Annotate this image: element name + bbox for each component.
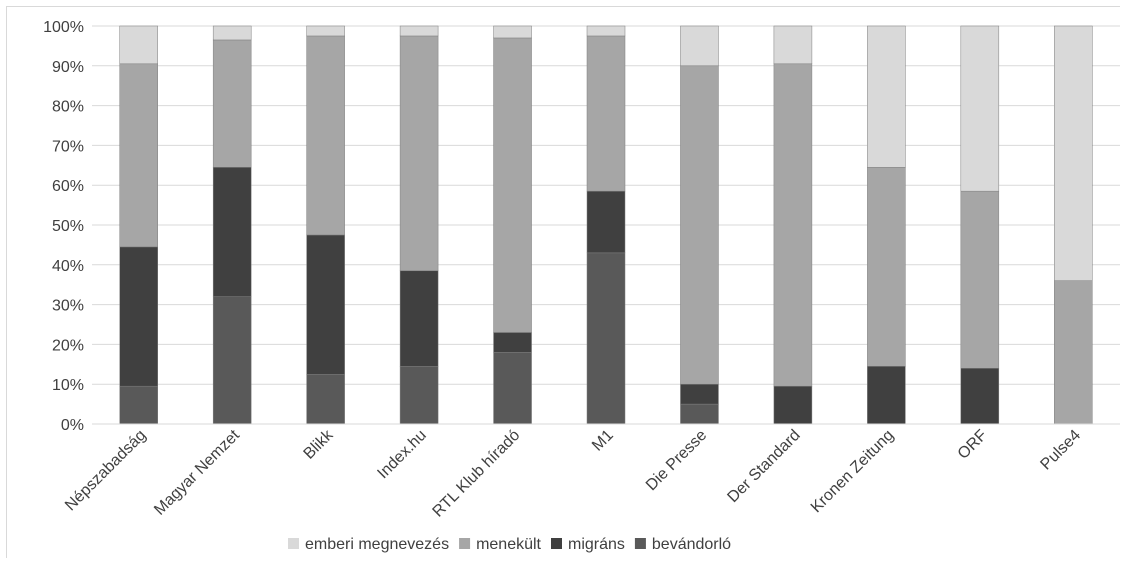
bar-segment [960, 25, 1000, 192]
bar-segment [399, 35, 439, 272]
bar-segment [399, 25, 439, 37]
bar-segment [586, 25, 626, 37]
y-tick-label: 80% [52, 99, 84, 116]
x-tick-label: Pulse4 [1037, 427, 1084, 474]
x-tick-label: RTL Klub híradó [430, 427, 524, 521]
bar-segment [960, 368, 1000, 425]
bar-segment [119, 385, 158, 425]
y-tick-label: 10% [52, 377, 84, 394]
bar-segment [119, 246, 158, 387]
bar-segment [399, 366, 439, 425]
bar-segment [493, 25, 532, 39]
x-tick-label: Der Standard [724, 427, 803, 506]
legend-label: emberi megnevezés [305, 536, 449, 553]
bar-segment [306, 25, 345, 37]
chart-frame [6, 6, 1120, 558]
legend-label: bevándorló [652, 536, 731, 553]
bar-segment [119, 63, 158, 248]
bar-segment [399, 270, 439, 367]
bars [119, 25, 1093, 425]
bar-segment [867, 366, 906, 425]
bar-segment [306, 374, 345, 425]
bar-segment [306, 234, 345, 375]
x-tick-label: M1 [589, 427, 617, 455]
bar-segment [493, 332, 532, 353]
y-tick-label: 60% [52, 178, 84, 195]
bar-segment [1054, 280, 1093, 425]
y-tick-label: 40% [52, 258, 84, 275]
legend-swatch [551, 538, 562, 549]
bar-segment [960, 190, 1000, 369]
legend: emberi megnevezés menekült migráns bevándor… [288, 536, 731, 553]
bar-segment [493, 352, 532, 425]
x-tick-label: Népszabadság [62, 427, 150, 515]
bar-segment [680, 383, 719, 405]
x-tick-label: Die Presse [643, 427, 710, 494]
bar-segment [306, 35, 345, 236]
y-axis: 0% 10% 20% 30% 40% 50% 60% 70% 80% 90% 100% [43, 19, 84, 434]
y-tick-label: 50% [52, 218, 84, 235]
y-tick-label: 20% [52, 337, 84, 354]
x-tick-label: ORF [955, 427, 991, 463]
bar-segment [212, 296, 252, 425]
bar-segment [773, 63, 813, 387]
y-tick-label: 70% [52, 138, 84, 155]
x-tick-label: Kronen Zeitung [808, 427, 897, 516]
bar-segment [119, 25, 158, 65]
bar-segment [867, 25, 906, 168]
bar-segment [493, 37, 532, 333]
bar-segment [680, 65, 719, 385]
y-tick-label: 30% [52, 298, 84, 315]
x-tick-label: Index.hu [374, 427, 429, 482]
bar-segment [586, 35, 626, 192]
legend-swatch [634, 538, 646, 549]
y-tick-label: 100% [43, 19, 84, 36]
legend-swatch [288, 538, 299, 549]
bar-segment [680, 25, 719, 67]
y-tick-label: 0% [61, 417, 84, 434]
bar-segment [586, 190, 626, 254]
y-tick-label: 90% [52, 59, 84, 76]
x-tick-label: Blikk [301, 426, 338, 463]
legend-swatch [459, 538, 471, 549]
legend-label: menekült [476, 536, 541, 553]
bar-segment [212, 25, 252, 41]
bar-segment [212, 39, 252, 168]
bar-segment [1054, 25, 1093, 281]
x-axis: Népszabadság Magyar Nemzet Blikk Index.hu RT… [62, 423, 1120, 521]
legend-label: migráns [568, 536, 625, 553]
x-tick-label: Magyar Nemzet [151, 426, 243, 518]
bar-segment [212, 167, 252, 297]
bar-segment [586, 252, 626, 425]
bar-segment [773, 25, 813, 65]
bar-segment [773, 385, 813, 425]
bar-segment [680, 403, 719, 425]
bar-segment [867, 167, 906, 367]
